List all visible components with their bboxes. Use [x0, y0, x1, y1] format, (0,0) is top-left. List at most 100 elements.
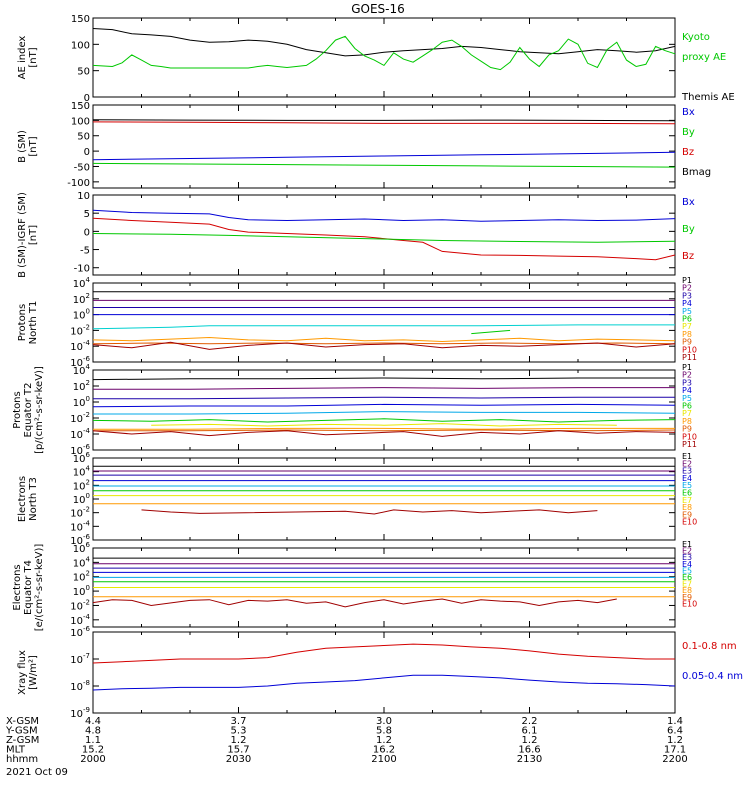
- y-tick-label: 10-2: [70, 323, 90, 337]
- legend-entry: E8: [682, 503, 692, 512]
- legend-entry: Bx: [682, 197, 695, 208]
- legend-entry: E3: [682, 467, 692, 476]
- ephemeris-value: 1.2: [231, 735, 247, 746]
- legend-entry: E7: [682, 580, 692, 589]
- ephemeris-value: 2100: [371, 754, 396, 765]
- series-line-green: [92, 35, 676, 71]
- y-tick-label: 102: [73, 379, 90, 393]
- y-tick-label: 102: [73, 292, 90, 306]
- series-line-black: [92, 377, 675, 381]
- ephemeris-value: 1.2: [667, 735, 683, 746]
- series-line-orange: [93, 427, 675, 430]
- legend-entry: P3: [682, 378, 692, 387]
- legend-entry: P6: [682, 402, 692, 411]
- ephemeris-value: 1.4: [667, 716, 683, 727]
- panel-frame: [92, 457, 676, 541]
- y-tick-label: 10-2: [70, 411, 90, 425]
- y-tick-label: 10-2: [70, 506, 90, 520]
- y-tick-label: 10: [77, 191, 90, 202]
- ephemeris-value: 6.4: [667, 726, 683, 737]
- y-tick-label: 100: [71, 40, 90, 51]
- legend-entry: P1: [682, 276, 692, 285]
- series-line-yellow: [151, 423, 617, 427]
- series-line-red: [92, 121, 676, 125]
- legend-entry: Themis AE: [681, 92, 735, 103]
- y-axis-label: Xray flux[W/m²]: [17, 650, 39, 695]
- series-line-black: [92, 119, 676, 122]
- legend-entry: P11: [682, 353, 697, 362]
- ephemeris-value: 3.0: [376, 716, 392, 727]
- legend-entry: E1: [682, 452, 692, 461]
- panel-frame: [92, 369, 676, 451]
- series-line-black: [92, 28, 676, 57]
- ephemeris-value: 16.2: [373, 745, 395, 756]
- y-tick-label: 50: [77, 67, 90, 78]
- y-tick-label: 106: [73, 541, 91, 555]
- y-tick-label: 50: [77, 132, 90, 143]
- legend-entry: E5: [682, 566, 692, 575]
- y-tick-label: 104: [73, 363, 91, 377]
- y-tick-label: 5: [84, 209, 90, 220]
- ephemeris-row-label: Y-GSM: [5, 726, 38, 737]
- series-line-orange: [92, 336, 676, 343]
- series-line-green: [471, 329, 511, 335]
- series-line-blue: [92, 151, 676, 161]
- ephemeris-value: 2200: [662, 754, 687, 765]
- legend-entry: E9: [682, 593, 692, 602]
- legend-entry: E6: [682, 489, 692, 498]
- legend-entry: E6: [682, 573, 692, 582]
- y-tick-label: -10: [74, 264, 90, 275]
- panel-bigrf: -10 -5 0 5 10 B (SM)-IGRF (SM)[nT] Bx By Bz: [17, 191, 695, 278]
- legend-entry: P10: [682, 432, 697, 441]
- y-axis-label: ElectronsEquator T4[e/(cm²-s-sr-keV)]: [12, 544, 45, 632]
- y-tick-label: -50: [74, 162, 90, 173]
- ephemeris-row-label: hhmm: [6, 754, 38, 765]
- legend-entry: E8: [682, 586, 692, 595]
- y-tick-label: 102: [73, 478, 90, 492]
- legend-entry: By: [682, 224, 695, 235]
- legend-entry: proxy AE: [682, 52, 726, 63]
- panel-ae: 0 50 100 150 AE index[nT] Kyoto proxy AE Themis…: [17, 14, 735, 104]
- ephemeris-value: 4.8: [85, 726, 101, 737]
- ephemeris-row-label: MLT: [6, 745, 26, 756]
- legend-entry: E2: [682, 459, 692, 468]
- series-line-green: [92, 162, 676, 168]
- y-axis-label: ProtonsEquator T2[p/(cm²-s-sr-keV)]: [12, 366, 45, 454]
- y-tick-label: 100: [73, 395, 90, 409]
- y-axis-label: ElectronsNorth T3: [17, 476, 39, 522]
- y-tick-label: 0: [84, 147, 90, 158]
- legend-entry: E9: [682, 510, 692, 519]
- legend-entry: P4: [682, 299, 692, 308]
- y-axis-label: ProtonsNorth T1: [17, 301, 39, 345]
- series-line-green: [92, 418, 676, 423]
- legend-entry: P3: [682, 291, 692, 300]
- panel-frame: [92, 194, 676, 276]
- ephemeris-value: 2000: [80, 754, 105, 765]
- y-tick-label: 10-4: [70, 427, 90, 441]
- panel-frame: [92, 631, 676, 714]
- legend-entry: P5: [682, 394, 692, 403]
- legend-entry: E4: [682, 560, 692, 569]
- y-tick-label: 100: [73, 308, 90, 322]
- series-line-green: [92, 233, 676, 243]
- series-line-cyan: [92, 324, 675, 330]
- legend-entry: E3: [682, 553, 692, 562]
- series-line-navy: [93, 396, 675, 400]
- y-tick-label: 104: [73, 465, 91, 479]
- legend-entry: E10: [682, 518, 697, 527]
- legend-entry: P11: [682, 440, 697, 449]
- ephemeris-value: 2030: [226, 754, 251, 765]
- ephemeris-value: 16.6: [518, 745, 540, 756]
- series-line-darkred: [92, 341, 676, 350]
- series-line-blue: [92, 403, 676, 408]
- legend-entry: E5: [682, 481, 692, 490]
- y-tick-label: 104: [73, 555, 91, 569]
- legend-entry: E1: [682, 540, 692, 549]
- ephemeris-value: 1.2: [522, 735, 538, 746]
- y-tick-label: 100: [73, 584, 90, 598]
